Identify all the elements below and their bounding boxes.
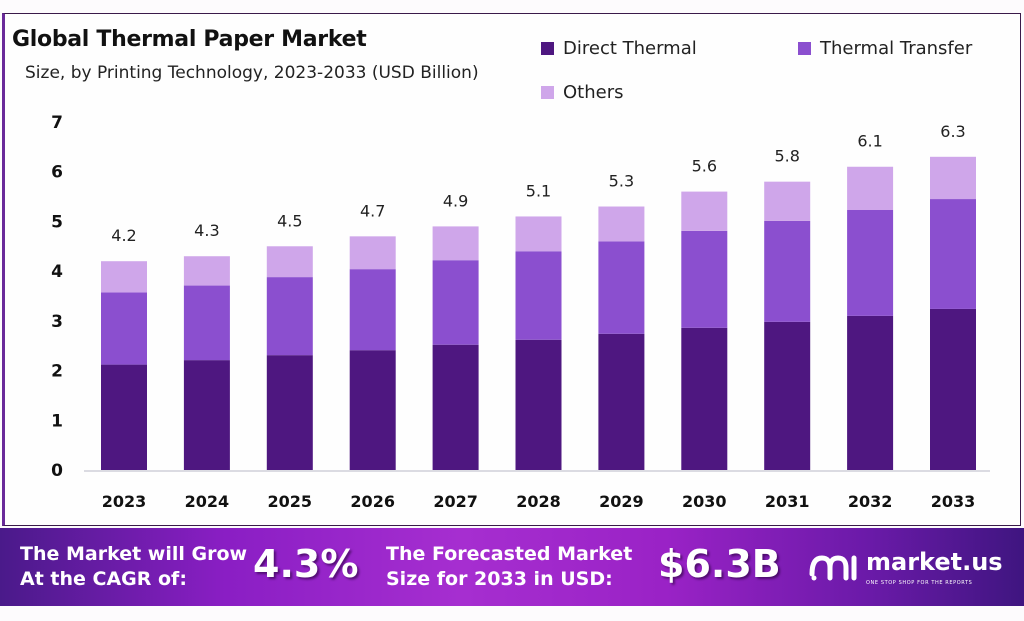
legend-swatch-thermal-transfer — [798, 42, 811, 55]
bar-segment-others — [266, 246, 313, 278]
total-data-label: 5.1 — [526, 181, 551, 200]
bar-segment-direct-thermal — [764, 321, 811, 470]
bar-segment-thermal-transfer — [183, 285, 230, 361]
total-data-label: 6.3 — [940, 122, 965, 141]
x-tick-label: 2026 — [350, 492, 395, 511]
bar-segment-others — [847, 166, 894, 210]
x-tick-label: 2030 — [682, 492, 727, 511]
y-tick-label: 6 — [51, 163, 63, 183]
bar-segment-others — [183, 256, 230, 286]
forecast-caption: The Forecasted Market Size for 2033 in U… — [386, 542, 632, 592]
bar-segment-others — [764, 181, 811, 221]
brand-tagline: ONE STOP SHOP FOR THE REPORTS — [866, 580, 973, 586]
bar-segment-direct-thermal — [101, 364, 147, 470]
bar-segment-direct-thermal — [598, 333, 645, 470]
cagr-value: 4.3% — [253, 542, 359, 586]
y-tick-label: 5 — [51, 212, 63, 232]
chart-subtitle: Size, by Printing Technology, 2023-2033 … — [25, 63, 479, 83]
market-us-logo-icon — [809, 555, 857, 581]
total-data-label: 6.1 — [857, 132, 882, 151]
x-tick-label: 2027 — [433, 492, 478, 511]
bar-segment-thermal-transfer — [266, 277, 313, 356]
legend-item-others: Others — [541, 82, 624, 103]
bar-segment-thermal-transfer — [847, 209, 894, 316]
bar-segment-thermal-transfer — [764, 220, 811, 322]
x-tick-label: 2028 — [516, 492, 561, 511]
bar-segment-direct-thermal — [349, 350, 396, 470]
total-data-label: 4.2 — [111, 226, 136, 245]
bar-segment-others — [515, 216, 562, 252]
brand-name: market.us — [866, 548, 1003, 576]
y-tick-label: 0 — [51, 461, 63, 481]
forecast-caption-line2: Size for 2033 in USD: — [386, 568, 613, 590]
bar-segment-others — [681, 191, 728, 231]
forecast-value: $6.3B — [658, 542, 781, 586]
bar-segment-thermal-transfer — [598, 241, 645, 334]
bar-segment-direct-thermal — [681, 327, 728, 470]
total-data-label: 5.3 — [609, 172, 634, 191]
total-data-label: 4.9 — [443, 191, 468, 210]
x-tick-label: 2031 — [765, 492, 810, 511]
y-tick-label: 2 — [51, 362, 63, 382]
bar-segment-direct-thermal — [515, 339, 562, 470]
bar-segment-thermal-transfer — [930, 199, 976, 309]
legend-item-direct-thermal: Direct Thermal — [541, 38, 697, 59]
legend-swatch-others — [541, 86, 554, 99]
legend-label: Direct Thermal — [563, 38, 697, 59]
bar-segment-direct-thermal — [183, 360, 230, 470]
bar-segment-thermal-transfer — [432, 260, 479, 345]
cagr-caption-line2: At the CAGR of: — [20, 568, 187, 590]
stacked-bar-chart: 0 1 2 3 4 5 6 7 4.2 2023 4.3 2024 4.5 2025 4.7 2026 4.9 2… — [51, 113, 990, 511]
x-tick-label: 2024 — [185, 492, 230, 511]
legend-item-thermal-transfer: Thermal Transfer — [798, 38, 972, 59]
bar-segment-thermal-transfer — [101, 292, 147, 365]
total-data-label: 4.5 — [277, 211, 302, 230]
y-tick-label: 4 — [51, 262, 63, 282]
total-data-label: 5.8 — [774, 147, 799, 166]
legend-swatch-direct-thermal — [541, 42, 554, 55]
bar-segment-others — [349, 236, 396, 270]
x-tick-label: 2033 — [931, 492, 976, 511]
total-data-label: 4.3 — [194, 221, 219, 240]
bar-segment-direct-thermal — [266, 355, 313, 470]
bar-segment-others — [598, 206, 645, 242]
bar-segment-direct-thermal — [930, 308, 976, 470]
cagr-caption: The Market will Grow At the CAGR of: — [20, 542, 247, 592]
legend-label: Others — [563, 82, 624, 103]
bar-segment-direct-thermal — [847, 315, 894, 470]
bar-segment-others — [432, 226, 479, 261]
summary-banner: The Market will Grow At the CAGR of: 4.3… — [0, 528, 1024, 606]
total-data-label: 5.6 — [692, 157, 717, 176]
x-tick-label: 2025 — [268, 492, 313, 511]
total-data-label: 4.7 — [360, 201, 385, 220]
legend-label: Thermal Transfer — [820, 38, 973, 59]
cagr-caption-line1: The Market will Grow — [20, 543, 248, 565]
chart-title: Global Thermal Paper Market — [12, 27, 367, 52]
x-tick-label: 2032 — [848, 492, 893, 511]
bar-segment-others — [930, 156, 976, 200]
y-tick-label: 1 — [51, 411, 63, 431]
y-tick-label: 3 — [51, 312, 63, 332]
bar-segment-others — [101, 261, 147, 293]
forecast-caption-line1: The Forecasted Market — [386, 543, 633, 565]
x-tick-label: 2023 — [102, 492, 147, 511]
bar-segment-thermal-transfer — [515, 251, 562, 340]
bar-segment-thermal-transfer — [349, 269, 396, 351]
y-tick-label: 7 — [51, 113, 63, 133]
bar-segment-thermal-transfer — [681, 230, 728, 328]
x-tick-label: 2029 — [599, 492, 644, 511]
bar-segment-direct-thermal — [432, 344, 479, 470]
